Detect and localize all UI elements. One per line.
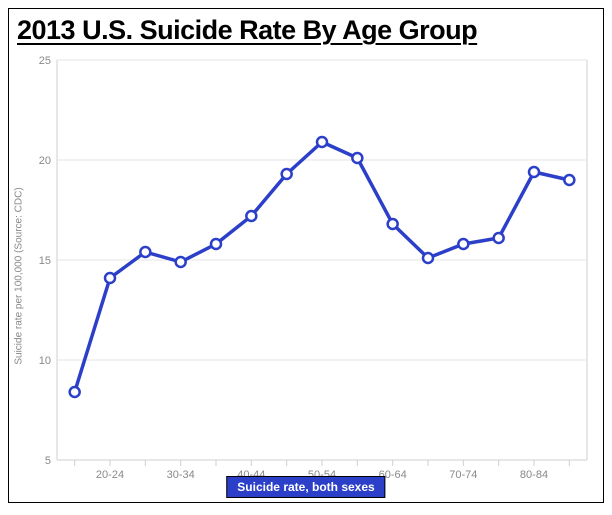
y-axis-label: Suicide rate per 100,000 (Source: CDC) <box>14 187 25 364</box>
legend: Suicide rate, both sexes <box>226 476 385 498</box>
legend-label: Suicide rate, both sexes <box>237 480 374 494</box>
svg-text:10: 10 <box>39 355 51 367</box>
svg-text:70-74: 70-74 <box>449 469 477 481</box>
svg-text:20: 20 <box>39 155 51 167</box>
svg-text:25: 25 <box>39 55 51 67</box>
chart-svg: 51015202520-2430-3440-4450-5460-6470-748… <box>9 50 605 502</box>
chart-plot-area: Suicide rate per 100,000 (Source: CDC) 5… <box>9 50 603 502</box>
svg-text:20-24: 20-24 <box>96 469 124 481</box>
chart-container: 2013 U.S. Suicide Rate By Age Group Suic… <box>8 8 604 503</box>
chart-title: 2013 U.S. Suicide Rate By Age Group <box>9 9 603 50</box>
svg-text:30-34: 30-34 <box>167 469 195 481</box>
svg-text:80-84: 80-84 <box>520 469 548 481</box>
svg-text:15: 15 <box>39 255 51 267</box>
svg-text:5: 5 <box>45 455 51 467</box>
